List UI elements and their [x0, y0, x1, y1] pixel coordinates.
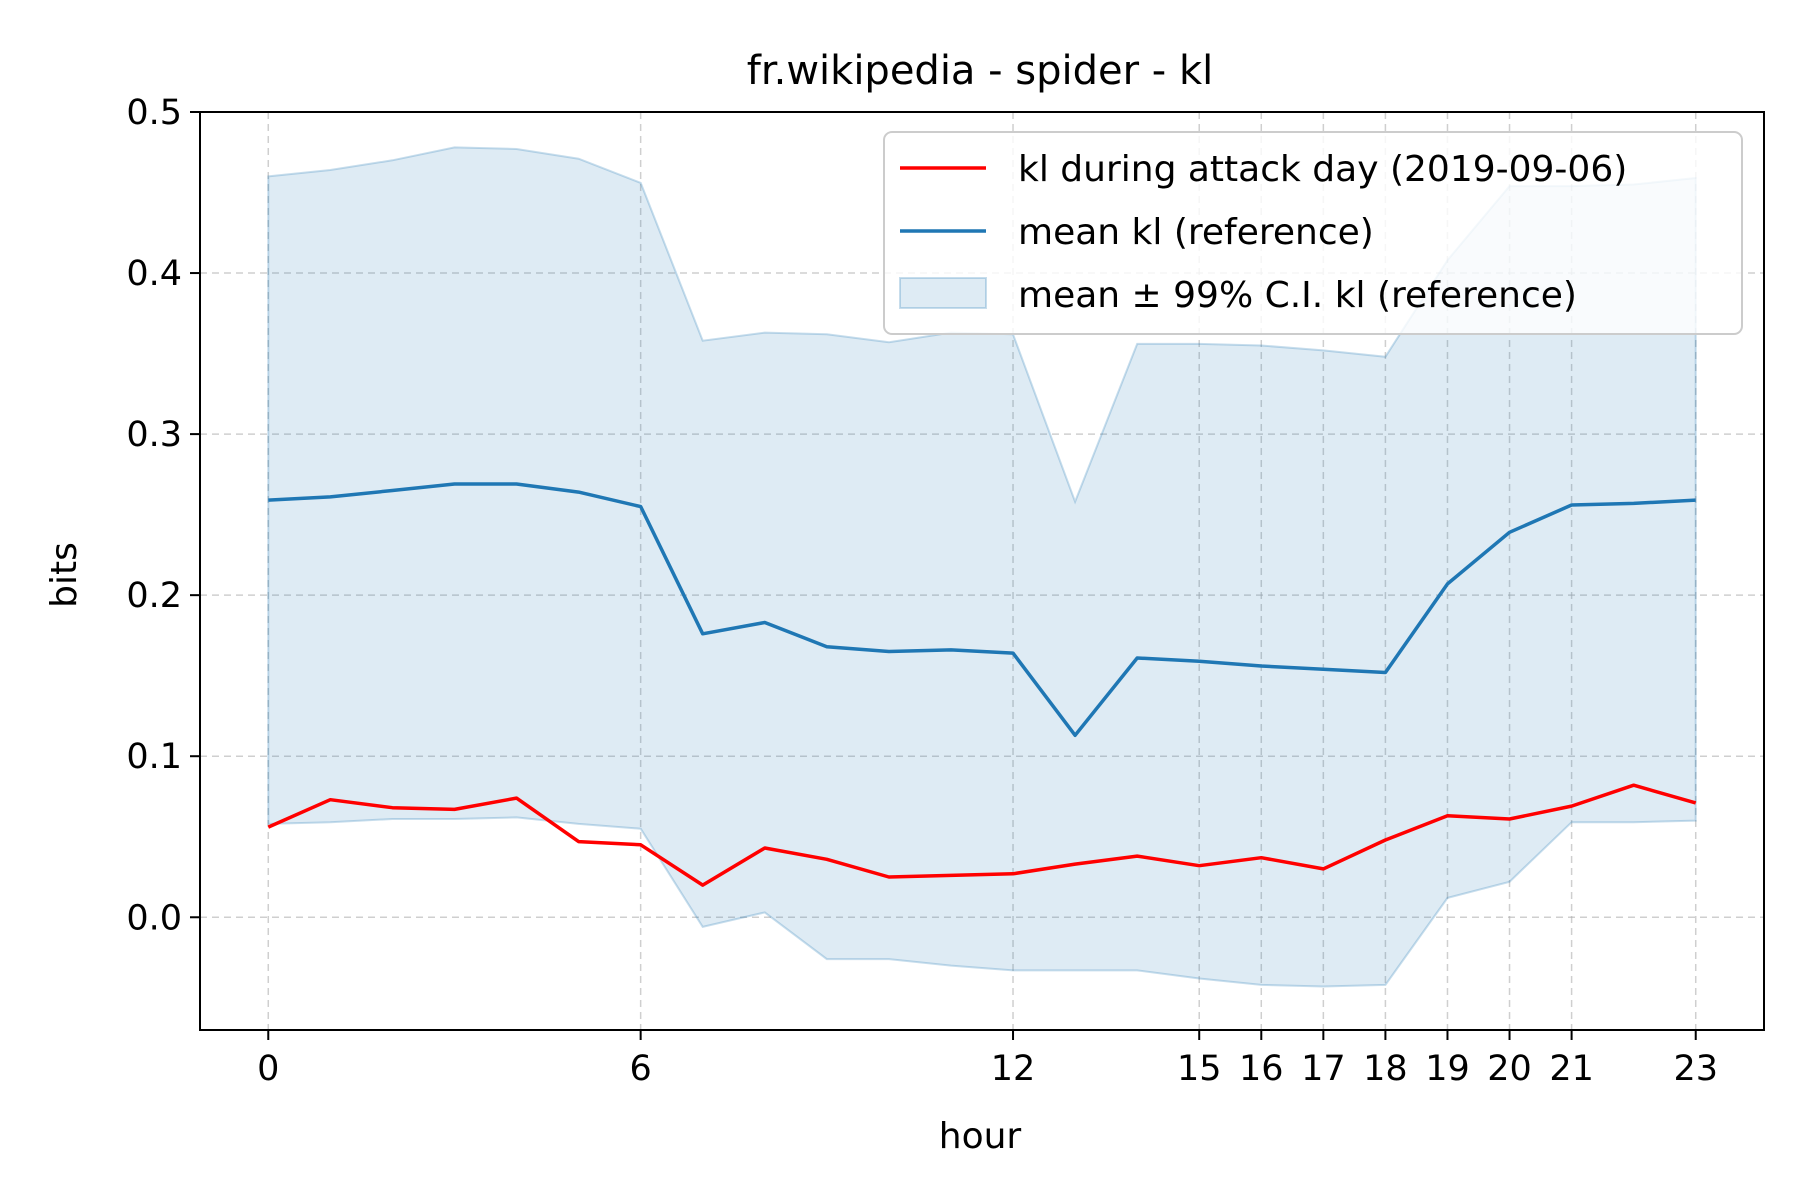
plot-area-frame	[199, 111, 1765, 1031]
legend-swatch-band	[899, 277, 987, 309]
ci-band-area	[267, 146, 1697, 988]
y-tick-label: 0.3	[126, 415, 182, 455]
x-tick-label: 18	[1363, 1049, 1408, 1089]
x-axis-ticks: 0 6 12 15 16 17 18 19 20 21 23	[257, 1030, 1718, 1089]
y-axis-label: bits	[44, 542, 85, 608]
y-tick-label: 0.2	[126, 576, 182, 616]
x-tick-label: 12	[991, 1049, 1036, 1089]
y-tick-label: 0.4	[126, 254, 182, 294]
y-tick-label: 0.1	[126, 737, 182, 777]
x-tick-label: 16	[1239, 1049, 1284, 1089]
legend-box	[883, 131, 1743, 335]
legend: kl during attack day (2019-09-06) mean k…	[883, 131, 1743, 335]
y-tick-label: 0.0	[126, 898, 182, 938]
legend-label-attack-day: kl during attack day (2019-09-06)	[1018, 149, 1627, 190]
x-tick-label: 6	[630, 1049, 652, 1089]
x-tick-label: 20	[1487, 1049, 1532, 1089]
x-tick-label: 15	[1177, 1049, 1222, 1089]
x-tick-label: 0	[257, 1049, 279, 1089]
y-tick-label: 0.5	[126, 93, 182, 133]
legend-label-band: mean ± 99% C.I. kl (reference)	[1018, 275, 1577, 316]
x-tick-label: 17	[1301, 1049, 1346, 1089]
series-line-attack-day-kl	[267, 783, 1697, 887]
x-tick-label: 23	[1673, 1049, 1718, 1089]
chart-title: fr.wikipedia - spider - kl	[747, 48, 1213, 94]
x-axis-label: hour	[939, 1116, 1022, 1157]
x-tick-label: 19	[1425, 1049, 1470, 1089]
series-line-mean-kl	[268, 482, 1696, 738]
y-axis-ticks: 0.0 0.1 0.2 0.3 0.4 0.5	[126, 93, 200, 938]
x-tick-label: 21	[1549, 1049, 1594, 1089]
legend-label-mean: mean kl (reference)	[1018, 212, 1374, 253]
